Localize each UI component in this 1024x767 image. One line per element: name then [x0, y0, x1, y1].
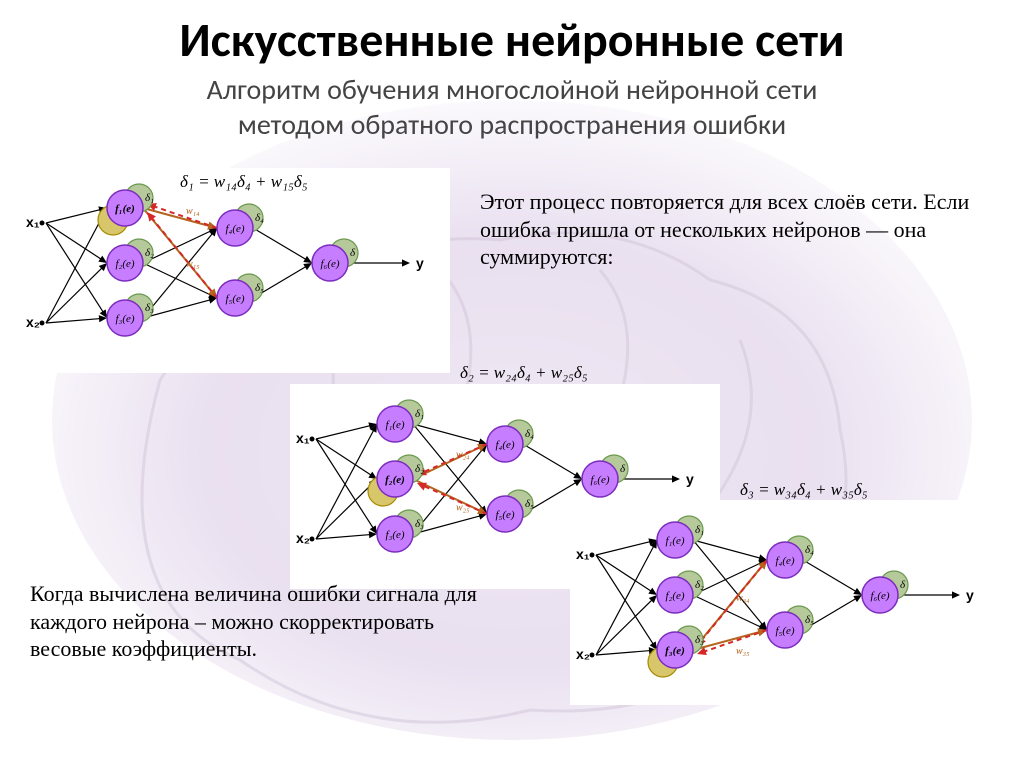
svg-text:w₃₅: w₃₅ — [736, 646, 750, 657]
svg-text:w₂₄: w₂₄ — [456, 450, 470, 461]
network-diagram-1: w₁₄ w₁₅ δ₁ δ₂ δ₃ δ₄ δ₅ δ f₁(e) f₂(e) f₃(e… — [20, 168, 450, 373]
svg-text:x₂: x₂ — [296, 530, 310, 546]
svg-text:f₅(e): f₅(e) — [775, 625, 794, 637]
svg-text:x₁: x₁ — [296, 430, 310, 446]
svg-text:δ₃: δ₃ — [695, 634, 704, 646]
svg-text:f₆(e): f₆(e) — [320, 258, 339, 270]
svg-text:x₂: x₂ — [26, 314, 40, 330]
svg-text:f₃(e): f₃(e) — [385, 529, 404, 541]
svg-text:y: y — [686, 471, 694, 487]
svg-text:δ: δ — [900, 579, 906, 591]
svg-text:f₃(e): f₃(e) — [115, 313, 134, 325]
svg-text:δ₅: δ₅ — [805, 614, 814, 626]
slide-title: Искусственные нейронные сети — [0, 10, 1024, 69]
svg-text:δ: δ — [620, 463, 626, 475]
svg-text:δ₅: δ₅ — [255, 282, 264, 294]
svg-text:f₁(e): f₁(e) — [115, 203, 135, 215]
svg-text:δ₃: δ₃ — [145, 302, 154, 314]
svg-text:δ₂: δ₂ — [145, 247, 154, 259]
svg-text:δ₁: δ₁ — [695, 524, 704, 536]
equation-2: δ₂ = w₂₄δ₄ + w₂₅δ₅ — [460, 363, 588, 383]
svg-text:f₂(e): f₂(e) — [115, 258, 134, 270]
svg-text:δ₄: δ₄ — [525, 428, 534, 440]
svg-text:δ₁: δ₁ — [145, 192, 154, 204]
svg-text:y: y — [416, 255, 424, 271]
equation-1: δ₁ = w₁₄δ₄ + w₁₅δ₅ — [180, 172, 308, 192]
svg-text:f₆(e): f₆(e) — [590, 474, 609, 486]
svg-text:f₁(e): f₁(e) — [385, 419, 404, 431]
svg-text:δ₄: δ₄ — [805, 544, 814, 556]
svg-text:δ: δ — [350, 247, 356, 259]
paragraph-1: Этот процесс повторяется для всех слоёв … — [480, 188, 990, 271]
svg-text:δ₄: δ₄ — [255, 212, 264, 224]
svg-text:w₂₅: w₂₅ — [456, 503, 470, 514]
svg-text:f₄(e): f₄(e) — [495, 439, 514, 451]
svg-text:w₁₅: w₁₅ — [186, 259, 200, 270]
svg-text:y: y — [966, 587, 974, 603]
svg-text:f₂(e): f₂(e) — [665, 590, 684, 602]
svg-text:f₂(e): f₂(e) — [385, 474, 405, 486]
svg-text:δ₂: δ₂ — [695, 579, 704, 591]
svg-text:x₂: x₂ — [576, 646, 590, 662]
slide-subtitle: Алгоритм обучения многослойной нейронной… — [0, 72, 1024, 142]
svg-text:f₅(e): f₅(e) — [495, 509, 514, 521]
svg-text:x₁: x₁ — [26, 214, 40, 230]
paragraph-2: Когда вычислена величина ошибки сигнала … — [30, 580, 500, 663]
svg-text:δ₁: δ₁ — [415, 408, 424, 420]
network-diagram-3: w₃₄ w₃₅ δ₁ δ₂ δ₃ δ₄ δ₅ δ f₁(e) f₂(e) f₃(e… — [570, 500, 1000, 705]
svg-text:δ₅: δ₅ — [525, 498, 534, 510]
svg-text:f₄(e): f₄(e) — [775, 555, 794, 567]
svg-text:x₁: x₁ — [576, 546, 590, 562]
svg-text:f₄(e): f₄(e) — [225, 223, 244, 235]
svg-text:f₃(e): f₃(e) — [665, 645, 685, 657]
subtitle-line-2: методом обратного распространения ошибки — [238, 107, 786, 142]
equation-3: δ₃ = w₃₄δ₄ + w₃₅δ₅ — [740, 480, 868, 500]
svg-text:f₁(e): f₁(e) — [665, 535, 684, 547]
subtitle-line-1: Алгоритм обучения многослойной нейронной… — [207, 72, 818, 107]
svg-text:w₃₄: w₃₄ — [736, 593, 750, 604]
svg-text:f₆(e): f₆(e) — [870, 590, 889, 602]
svg-text:w₁₄: w₁₄ — [186, 206, 200, 217]
svg-text:δ₂: δ₂ — [415, 463, 424, 475]
svg-text:δ₃: δ₃ — [415, 518, 424, 530]
svg-text:f₅(e): f₅(e) — [225, 293, 244, 305]
